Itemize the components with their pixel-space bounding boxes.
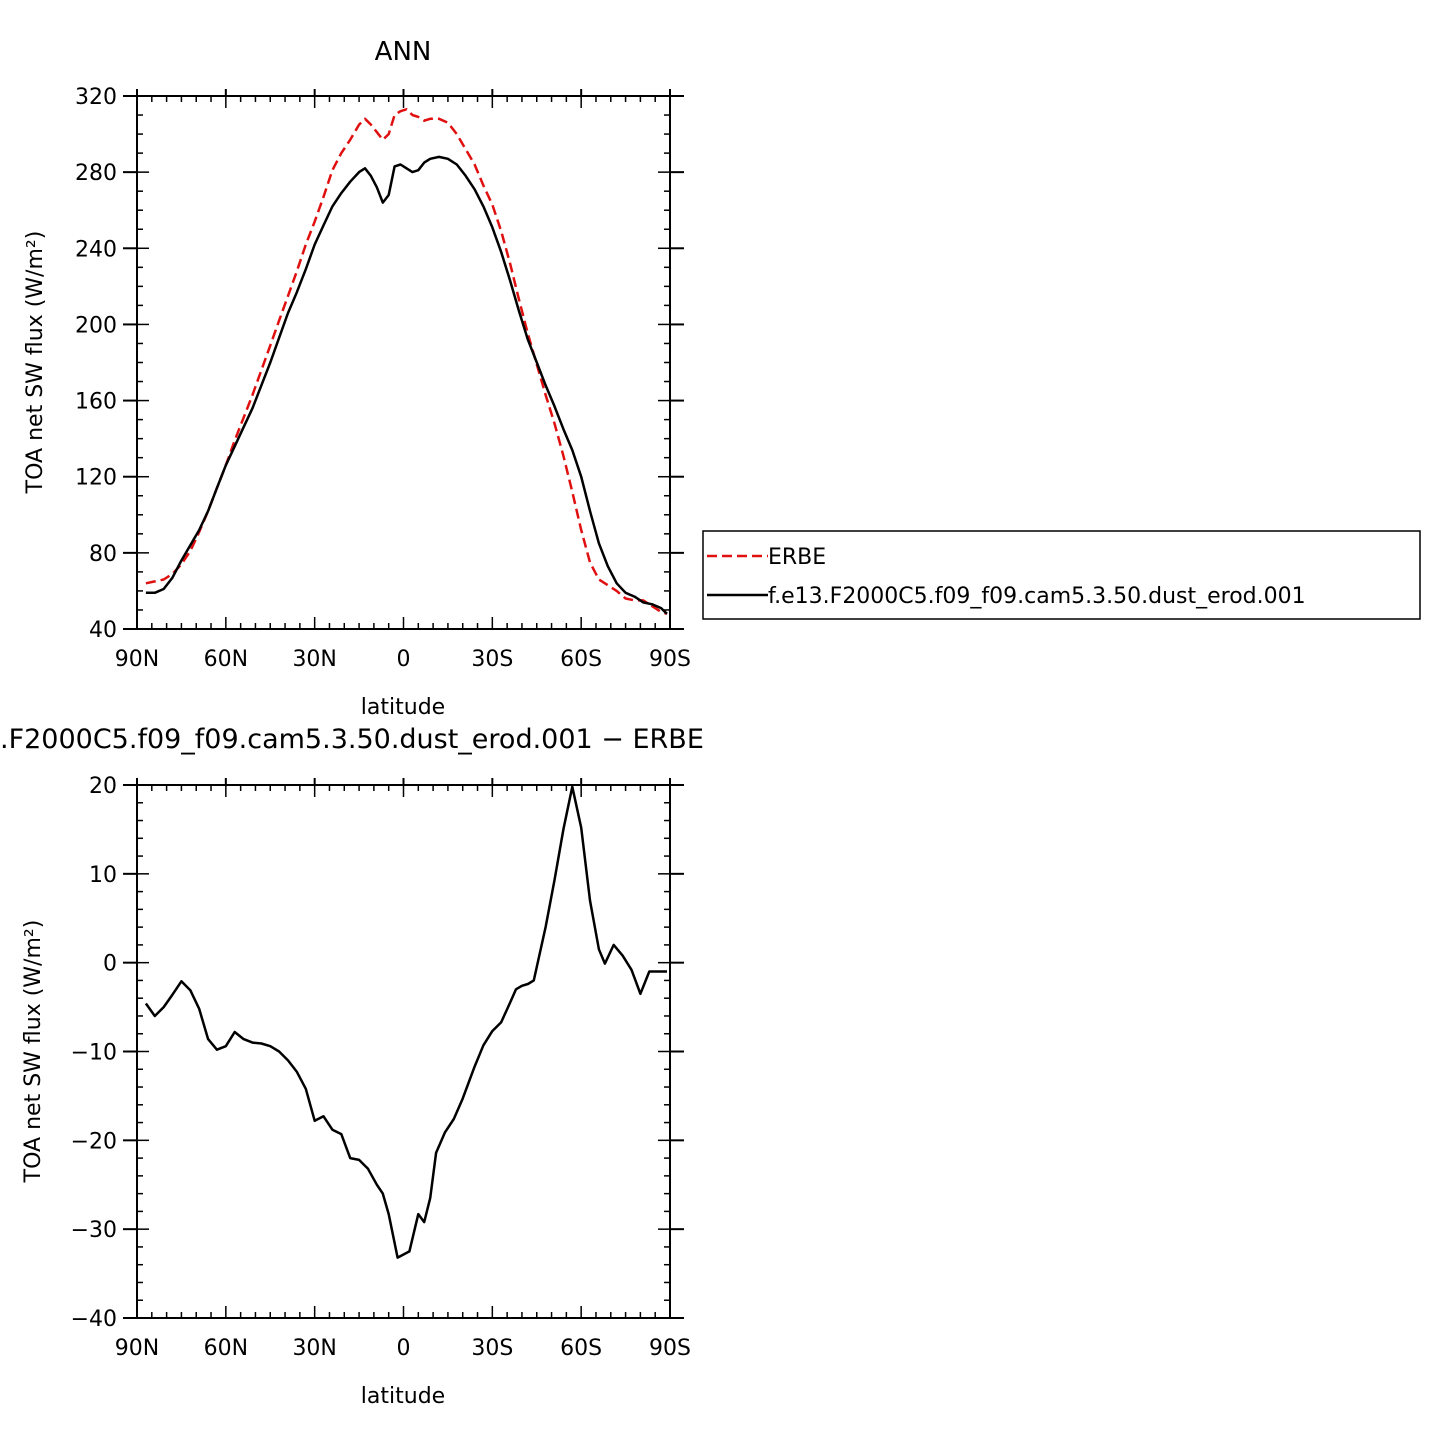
y-tick-label: 240: [75, 237, 117, 262]
x-tick-label: 60S: [560, 647, 602, 672]
y-tick-label: 0: [103, 952, 117, 977]
top-xlabel: latitude: [361, 695, 445, 720]
x-tick-label: 90N: [115, 647, 159, 672]
x-tick-label: 90S: [649, 647, 691, 672]
y-tick-label: 160: [75, 390, 117, 415]
legend: ERBE f.e13.F2000C5.f09_f09.cam5.3.50.dus…: [702, 530, 1421, 620]
series-line-0-1: [145, 155, 668, 615]
y-tick-label: 20: [89, 774, 117, 799]
x-tick-label: 60S: [560, 1336, 602, 1361]
y-tick-label: −10: [71, 1041, 117, 1066]
legend-model-label: f.e13.F2000C5.f09_f09.cam5.3.50.dust_ero…: [768, 584, 1306, 609]
x-tick-label: 30N: [292, 647, 336, 672]
y-tick-label: 80: [89, 542, 117, 567]
top-title: ANN: [375, 37, 432, 67]
top-series: [145, 108, 668, 615]
x-tick-label: 60N: [204, 1336, 248, 1361]
series-line-1-0: [144, 785, 667, 1259]
bottom-title: .F2000C5.f09_f09.cam5.3.50.dust_erod.001…: [0, 724, 704, 755]
x-tick-label: 30S: [471, 647, 513, 672]
legend-box: [702, 530, 1421, 620]
top-ylabel: TOA net SW flux (W/m²): [23, 231, 48, 495]
x-tick-label: 60N: [204, 647, 248, 672]
y-tick-label: 280: [75, 161, 117, 186]
x-tick-label: 90N: [115, 1336, 159, 1361]
legend-erbe-label: ERBE: [768, 545, 826, 570]
bottom-panel: .F2000C5.f09_f09.cam5.3.50.dust_erod.001…: [0, 724, 704, 1409]
y-tick-label: 40: [89, 618, 117, 643]
x-tick-label: 30N: [292, 1336, 336, 1361]
top-panel: ANN 90N 60N 30N 0 30S 60S 90S 40 80 120 160 200 240 2…: [23, 37, 691, 720]
x-tick-label: 0: [397, 647, 411, 672]
y-tick-label: −20: [71, 1129, 117, 1154]
bottom-series: [144, 785, 667, 1259]
y-tick-label: 10: [89, 863, 117, 888]
top-plot-frame: [136, 95, 671, 630]
bottom-xlabel: latitude: [361, 1384, 445, 1409]
series-line-0-0: [145, 108, 668, 615]
x-tick-label: 30S: [471, 1336, 513, 1361]
y-tick-label: 200: [75, 313, 117, 338]
x-tick-label: 0: [397, 1336, 411, 1361]
bottom-plot-frame: [136, 784, 671, 1319]
y-tick-label: −40: [71, 1307, 117, 1332]
bottom-ylabel: TOA net SW flux (W/m²): [21, 920, 46, 1184]
y-tick-label: −30: [71, 1218, 117, 1243]
y-tick-label: 120: [75, 466, 117, 491]
bottom-axes: 90N 60N 30N 0 30S 60S 90S −40 −30 −20 −10 0 10 20: [71, 774, 691, 1361]
y-tick-label: 320: [75, 85, 117, 110]
x-tick-label: 90S: [649, 1336, 691, 1361]
